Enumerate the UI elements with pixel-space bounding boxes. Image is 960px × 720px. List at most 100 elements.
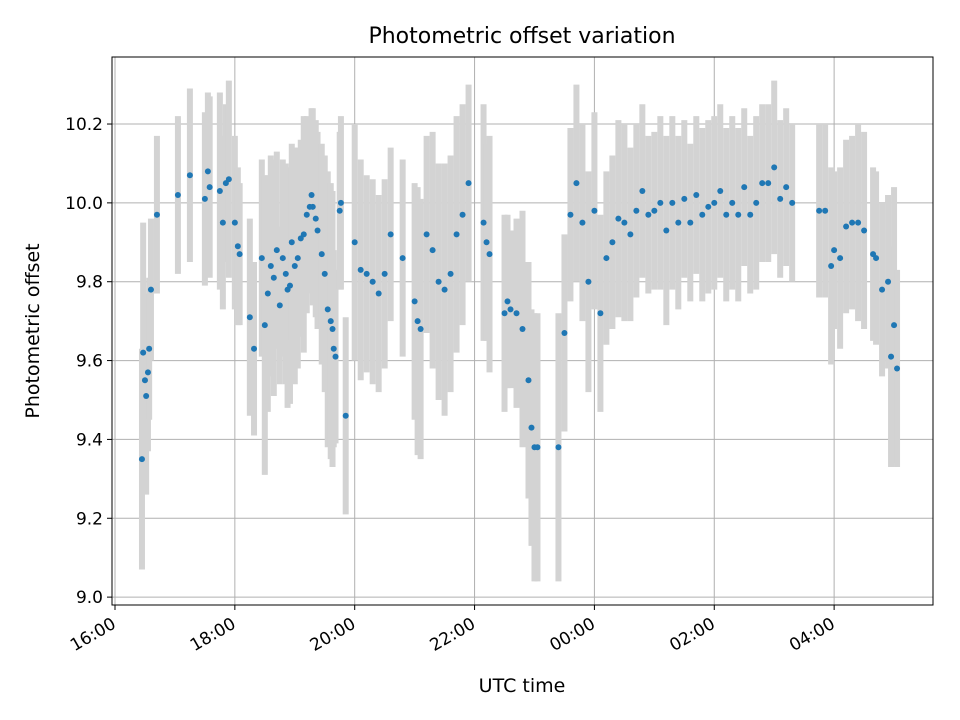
data-point — [879, 286, 886, 293]
data-point — [555, 444, 562, 451]
data-point — [822, 207, 829, 214]
data-point — [627, 231, 634, 238]
data-point — [621, 219, 628, 226]
y-tick-label: 9.2 — [76, 509, 103, 529]
data-point — [480, 219, 487, 226]
data-point — [435, 278, 442, 285]
data-point — [201, 195, 208, 202]
data-point — [681, 195, 688, 202]
data-point — [663, 227, 670, 234]
data-point — [375, 290, 382, 297]
data-point — [282, 270, 289, 277]
data-point — [264, 290, 271, 297]
data-point — [729, 199, 736, 206]
data-point — [236, 251, 243, 258]
data-point — [855, 219, 862, 226]
data-point — [513, 310, 520, 317]
data-point — [585, 278, 592, 285]
data-point — [747, 211, 754, 218]
data-point — [639, 188, 646, 195]
y-tick-label: 9.6 — [76, 352, 103, 372]
data-point — [891, 322, 898, 329]
data-point — [507, 306, 514, 313]
data-point — [765, 180, 772, 187]
data-point — [314, 227, 321, 234]
data-point — [251, 345, 258, 352]
data-point — [279, 255, 286, 262]
data-point — [771, 164, 778, 171]
data-point — [609, 239, 616, 246]
data-point — [369, 278, 376, 285]
data-point — [735, 211, 742, 218]
data-point — [669, 199, 676, 206]
data-point — [387, 231, 394, 238]
data-point — [873, 255, 880, 262]
data-point — [234, 243, 241, 250]
data-point — [447, 270, 454, 277]
data-point — [144, 369, 151, 376]
data-point — [267, 262, 274, 269]
data-point — [216, 188, 223, 195]
data-point — [206, 184, 213, 191]
data-point — [332, 353, 339, 360]
data-point — [327, 318, 334, 325]
data-point — [276, 302, 283, 309]
data-point — [417, 326, 424, 333]
data-point — [705, 203, 712, 210]
y-tick-label: 10.0 — [65, 194, 103, 214]
data-point — [225, 176, 232, 183]
data-point — [657, 199, 664, 206]
x-axis-label: UTC time — [479, 675, 566, 697]
data-point — [324, 306, 331, 313]
data-point — [363, 270, 370, 277]
data-point — [318, 251, 325, 258]
data-point — [381, 270, 388, 277]
y-tick-label: 9.8 — [76, 273, 103, 293]
data-point — [486, 251, 493, 258]
data-point — [828, 262, 835, 269]
data-point — [138, 456, 145, 463]
data-point — [330, 345, 337, 352]
data-point — [312, 215, 319, 222]
data-point — [849, 219, 856, 226]
data-point — [753, 199, 760, 206]
data-point — [597, 310, 604, 317]
chart-title: Photometric offset variation — [368, 24, 675, 49]
data-point — [147, 286, 154, 293]
data-point — [141, 377, 148, 384]
data-point — [174, 191, 181, 198]
y-axis-label: Photometric offset — [22, 243, 44, 418]
data-point — [837, 255, 844, 262]
data-point — [741, 184, 748, 191]
data-point — [528, 424, 535, 431]
data-point — [861, 227, 868, 234]
data-points — [138, 164, 901, 463]
data-point — [258, 255, 265, 262]
data-point — [336, 207, 343, 214]
data-point — [483, 239, 490, 246]
data-point — [291, 262, 298, 269]
data-point — [459, 211, 466, 218]
data-point — [465, 180, 472, 187]
data-point — [615, 215, 622, 222]
data-point — [711, 199, 718, 206]
data-point — [567, 211, 574, 218]
data-point — [831, 247, 838, 254]
data-point — [411, 298, 418, 305]
data-point — [146, 345, 153, 352]
data-point — [219, 219, 226, 226]
data-point — [816, 207, 823, 214]
data-point — [675, 219, 682, 226]
data-point — [525, 377, 532, 384]
data-point — [351, 239, 358, 246]
data-point — [843, 223, 850, 230]
data-point — [687, 219, 694, 226]
data-point — [885, 278, 892, 285]
data-point — [723, 211, 730, 218]
data-point — [261, 322, 268, 329]
data-point — [300, 231, 307, 238]
y-tick-label: 10.2 — [65, 115, 103, 135]
data-point — [342, 412, 349, 419]
